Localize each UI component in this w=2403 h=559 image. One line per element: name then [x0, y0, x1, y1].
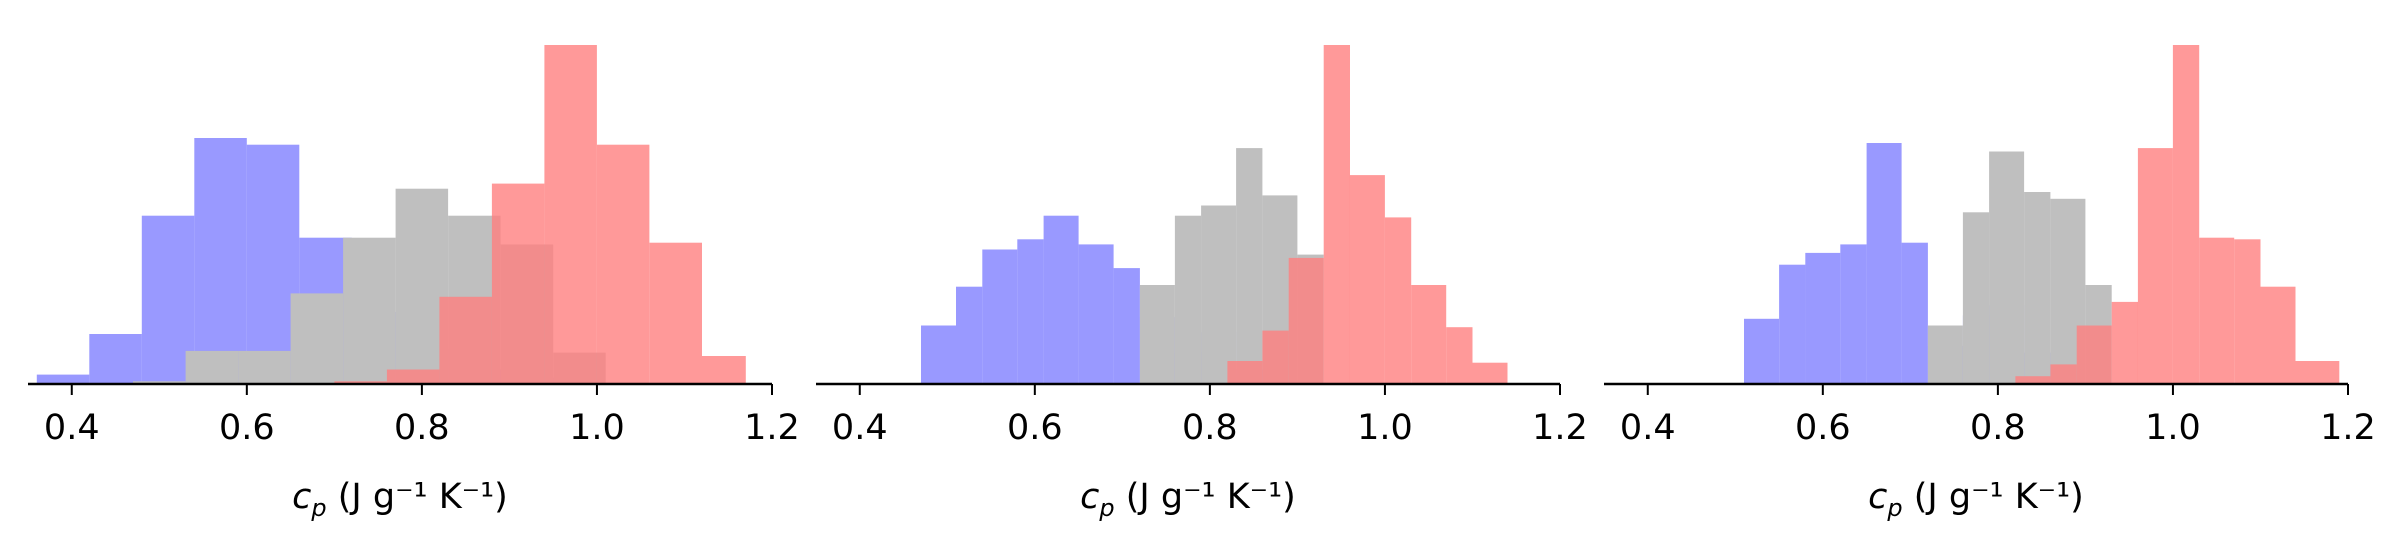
bar-red-9	[2260, 286, 2296, 383]
bar-red-1	[2015, 376, 2051, 383]
bar-red-4	[1323, 45, 1350, 383]
x-tick-label: 1.0	[1357, 408, 1413, 448]
bar-red-8	[2234, 239, 2261, 383]
bar-red-5	[2137, 148, 2173, 383]
bar-grey-1	[1927, 325, 1963, 383]
bar-red-5	[544, 45, 597, 383]
x-axis-label: cp (J g⁻¹ K⁻¹)	[1080, 477, 1296, 522]
bar-blue-1	[921, 325, 956, 383]
panel-1: 0.4 0.6 0.8 1.0 1.2 cp (J g⁻¹ K⁻¹)	[28, 45, 800, 522]
bar-blue-1	[1744, 318, 1779, 383]
bar-blue-3	[982, 249, 1018, 383]
x-tick-label: 0.6	[1007, 408, 1063, 448]
bar-grey-4	[1236, 148, 1263, 383]
bar-red-8	[702, 356, 746, 383]
bar-blue-1	[36, 374, 90, 383]
bar-blue-2	[956, 286, 983, 383]
bar-red-4	[491, 183, 545, 383]
bar-red-1	[1227, 361, 1263, 383]
bar-red-7	[2199, 237, 2235, 383]
panel-2: 0.4 0.6 0.8 1.0 1.2 cp (J g⁻¹ K⁻¹)	[816, 45, 1588, 522]
bar-grey-3	[1201, 205, 1237, 383]
x-tick-label: 0.6	[219, 408, 275, 448]
x-tick-label: 0.4	[832, 408, 888, 448]
bar-red-6	[596, 144, 650, 383]
bar-red-6	[2172, 45, 2200, 383]
x-tick-label: 0.8	[394, 408, 450, 448]
bar-grey-1	[133, 381, 186, 383]
bar-red-2	[2050, 364, 2077, 383]
x-tick-label: 0.6	[1795, 408, 1851, 448]
x-tick-label: 1.2	[1532, 408, 1588, 448]
bar-blue-4	[1840, 244, 1867, 383]
bar-red-3	[1288, 257, 1324, 383]
bar-blue-5	[1866, 143, 1902, 383]
x-axis-label: cp (J g⁻¹ K⁻¹)	[292, 477, 508, 522]
x-tick-label: 1.0	[2145, 408, 2201, 448]
bar-red-10	[2295, 361, 2340, 383]
bar-blue-5	[1043, 215, 1079, 383]
bar-red-6	[1384, 217, 1412, 383]
bar-grey-4	[2024, 192, 2051, 383]
x-tick-label: 0.8	[1970, 408, 2026, 448]
bar-blue-4	[194, 138, 247, 383]
bar-blue-4	[1017, 239, 1044, 383]
bar-grey-2	[1962, 212, 1990, 383]
bar-red-2	[1262, 330, 1289, 383]
bar-grey-4	[290, 293, 344, 383]
bar-blue-7	[1113, 268, 1140, 383]
bar-red-8	[1446, 327, 1473, 383]
bar-red-7	[1411, 285, 1447, 383]
bar-grey-1	[1139, 285, 1175, 383]
bar-red-1	[334, 381, 387, 383]
x-tick-label: 0.4	[1620, 408, 1676, 448]
x-tick-label: 0.4	[44, 408, 100, 448]
bar-red-4	[2111, 301, 2138, 383]
bar-blue-6	[1901, 242, 1928, 383]
bar-blue-3	[141, 215, 195, 383]
bar-red-2	[386, 369, 440, 383]
bar-blue-2	[1779, 264, 1806, 383]
bar-red-3	[2076, 325, 2112, 383]
x-tick-label: 1.0	[569, 408, 625, 448]
x-tick-label: 1.2	[744, 408, 800, 448]
x-axis-label: cp (J g⁻¹ K⁻¹)	[1868, 477, 2084, 522]
bar-blue-6	[1078, 244, 1114, 383]
bar-blue-5	[246, 144, 300, 383]
bar-blue-3	[1805, 252, 1841, 383]
bar-grey-3	[1989, 151, 2025, 383]
bar-red-3	[439, 296, 492, 383]
bar-red-5	[1349, 175, 1385, 383]
x-tick-label: 0.8	[1182, 408, 1238, 448]
bar-grey-2	[185, 350, 239, 383]
bar-red-9	[1472, 362, 1508, 383]
bar-grey-5	[343, 237, 396, 383]
bar-grey-6	[395, 188, 449, 383]
bar-grey-3	[238, 350, 291, 383]
x-tick-label: 1.2	[2320, 408, 2376, 448]
bar-grey-2	[1174, 215, 1202, 383]
panel-3: 0.4 0.6 0.8 1.0 1.2 cp (J g⁻¹ K⁻¹)	[1604, 45, 2376, 522]
bar-blue-2	[89, 334, 142, 383]
bar-red-7	[649, 242, 702, 383]
